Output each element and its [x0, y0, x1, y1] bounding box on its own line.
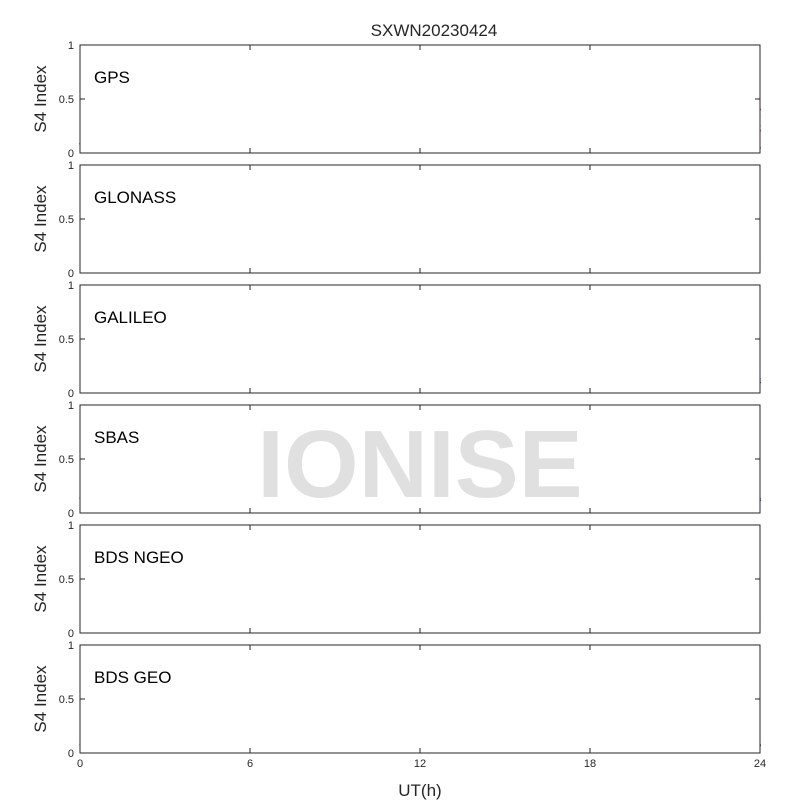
y-axis-label: S4 Index	[31, 65, 50, 133]
panel-gps: 0 0.5 1 GPS S4 Index	[31, 40, 762, 160]
y-tick-label: 0.5	[59, 214, 74, 226]
y-tick-label: 0	[68, 148, 74, 160]
panel-glonass: 0 0.5 1 GLONASS S4 Index	[31, 160, 761, 280]
y-tick-label: 1	[68, 40, 74, 52]
panel-label: GLONASS	[94, 188, 176, 207]
y-tick-label: 1	[68, 160, 74, 172]
figure-title: SXWN20230424	[371, 21, 498, 40]
y-tick-label: 0	[68, 268, 74, 280]
y-axis-label: S4 Index	[31, 185, 50, 253]
y-tick-label: 0.5	[59, 94, 74, 106]
panels-container: 0 0.5 1 GPS S4 Index 0 0.5 1 GLONASS S4 Index 00.5…	[31, 40, 766, 770]
axes-frame	[79, 44, 761, 154]
axes-frame	[79, 164, 761, 274]
panel-label: GPS	[94, 68, 130, 87]
